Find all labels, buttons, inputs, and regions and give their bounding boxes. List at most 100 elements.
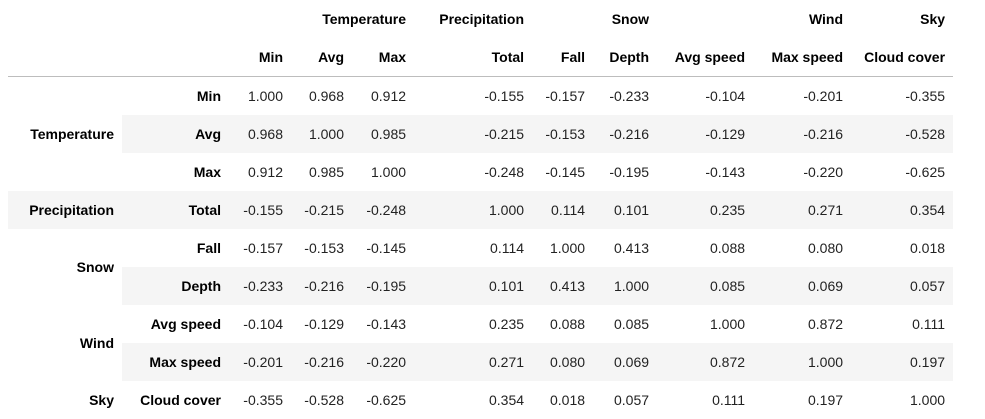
table-cell: 0.111 (851, 305, 953, 343)
column-header: Avg (291, 38, 352, 77)
table-cell: 0.197 (753, 381, 851, 419)
table-cell: 1.000 (352, 153, 414, 191)
table-cell: 0.069 (753, 267, 851, 305)
table-cell: -0.625 (352, 381, 414, 419)
table-row: Snow Fall -0.157 -0.153 -0.145 0.114 1.0… (8, 229, 953, 267)
column-header: Min (229, 38, 291, 77)
column-group-header: Snow (532, 0, 657, 38)
table-cell: 0.057 (851, 267, 953, 305)
column-header-row: Min Avg Max Total Fall Depth Avg speed M… (8, 38, 953, 77)
table-cell: -0.104 (657, 77, 753, 116)
table-cell: 0.985 (291, 153, 352, 191)
row-label: Max speed (122, 343, 229, 381)
table-cell: 1.000 (291, 115, 352, 153)
table-cell: -0.104 (229, 305, 291, 343)
header-index-blank (8, 0, 122, 38)
table-cell: 0.018 (851, 229, 953, 267)
column-header: Avg speed (657, 38, 753, 77)
row-label: Total (122, 191, 229, 229)
table-cell: -0.216 (291, 343, 352, 381)
table-cell: -0.195 (593, 153, 657, 191)
column-header: Cloud cover (851, 38, 953, 77)
table-row: Sky Cloud cover -0.355 -0.528 -0.625 0.3… (8, 381, 953, 419)
table-cell: -0.216 (291, 267, 352, 305)
table-cell: -0.528 (851, 115, 953, 153)
table-cell: 1.000 (414, 191, 532, 229)
column-group-header: Temperature (229, 0, 414, 38)
table-cell: -0.248 (352, 191, 414, 229)
row-group-label: Wind (8, 305, 122, 381)
table-cell: 0.114 (532, 191, 593, 229)
column-group-header: Wind (657, 0, 851, 38)
row-label: Max (122, 153, 229, 191)
table-cell: 0.985 (352, 115, 414, 153)
row-group-label: Snow (8, 229, 122, 305)
table-cell: -0.145 (352, 229, 414, 267)
table-cell: -0.233 (593, 77, 657, 116)
row-label: Fall (122, 229, 229, 267)
table-cell: -0.145 (532, 153, 593, 191)
row-group-label: Temperature (8, 77, 122, 192)
column-header: Total (414, 38, 532, 77)
table-cell: 0.912 (352, 77, 414, 116)
table-cell: 0.271 (414, 343, 532, 381)
table-cell: 0.968 (291, 77, 352, 116)
table-cell: 0.968 (229, 115, 291, 153)
column-group-header: Sky (851, 0, 953, 38)
table-cell: -0.155 (414, 77, 532, 116)
table-cell: 0.111 (657, 381, 753, 419)
table-row: Avg 0.968 1.000 0.985 -0.215 -0.153 -0.2… (8, 115, 953, 153)
column-header: Fall (532, 38, 593, 77)
table-cell: 0.101 (414, 267, 532, 305)
table-row: Max 0.912 0.985 1.000 -0.248 -0.145 -0.1… (8, 153, 953, 191)
header-index-blank (122, 38, 229, 77)
table-cell: -0.625 (851, 153, 953, 191)
column-header: Depth (593, 38, 657, 77)
table-cell: -0.157 (532, 77, 593, 116)
table-cell: 0.912 (229, 153, 291, 191)
table-row: Max speed -0.201 -0.216 -0.220 0.271 0.0… (8, 343, 953, 381)
table-cell: 0.872 (657, 343, 753, 381)
table-cell: 0.872 (753, 305, 851, 343)
table-cell: -0.248 (414, 153, 532, 191)
table-cell: 1.000 (593, 267, 657, 305)
table-cell: -0.355 (851, 77, 953, 116)
table-cell: 0.354 (851, 191, 953, 229)
table-cell: -0.220 (753, 153, 851, 191)
table-cell: -0.220 (352, 343, 414, 381)
table-cell: 1.000 (851, 381, 953, 419)
table-cell: 0.271 (753, 191, 851, 229)
table-cell: -0.143 (657, 153, 753, 191)
header-index-blank (122, 0, 229, 38)
row-label: Depth (122, 267, 229, 305)
table-cell: -0.157 (229, 229, 291, 267)
header-index-blank (8, 38, 122, 77)
table-cell: -0.215 (414, 115, 532, 153)
table-cell: -0.153 (532, 115, 593, 153)
table-cell: -0.355 (229, 381, 291, 419)
table-cell: 1.000 (532, 229, 593, 267)
column-header: Max (352, 38, 414, 77)
table-cell: 0.354 (414, 381, 532, 419)
table-cell: -0.129 (657, 115, 753, 153)
table-cell: 0.413 (593, 229, 657, 267)
table-cell: 0.197 (851, 343, 953, 381)
table-cell: -0.129 (291, 305, 352, 343)
table-header: Temperature Precipitation Snow Wind Sky … (8, 0, 953, 77)
correlation-table: Temperature Precipitation Snow Wind Sky … (8, 0, 953, 419)
table-cell: 1.000 (657, 305, 753, 343)
table-cell: 0.080 (753, 229, 851, 267)
table-cell: 0.057 (593, 381, 657, 419)
column-header: Max speed (753, 38, 851, 77)
table-row: Depth -0.233 -0.216 -0.195 0.101 0.413 1… (8, 267, 953, 305)
table-cell: 0.085 (657, 267, 753, 305)
table-cell: 0.114 (414, 229, 532, 267)
table-cell: 1.000 (753, 343, 851, 381)
table-cell: 0.235 (414, 305, 532, 343)
table-cell: 0.069 (593, 343, 657, 381)
row-label: Cloud cover (122, 381, 229, 419)
table-cell: 0.088 (657, 229, 753, 267)
table-cell: -0.528 (291, 381, 352, 419)
table-cell: -0.201 (753, 77, 851, 116)
